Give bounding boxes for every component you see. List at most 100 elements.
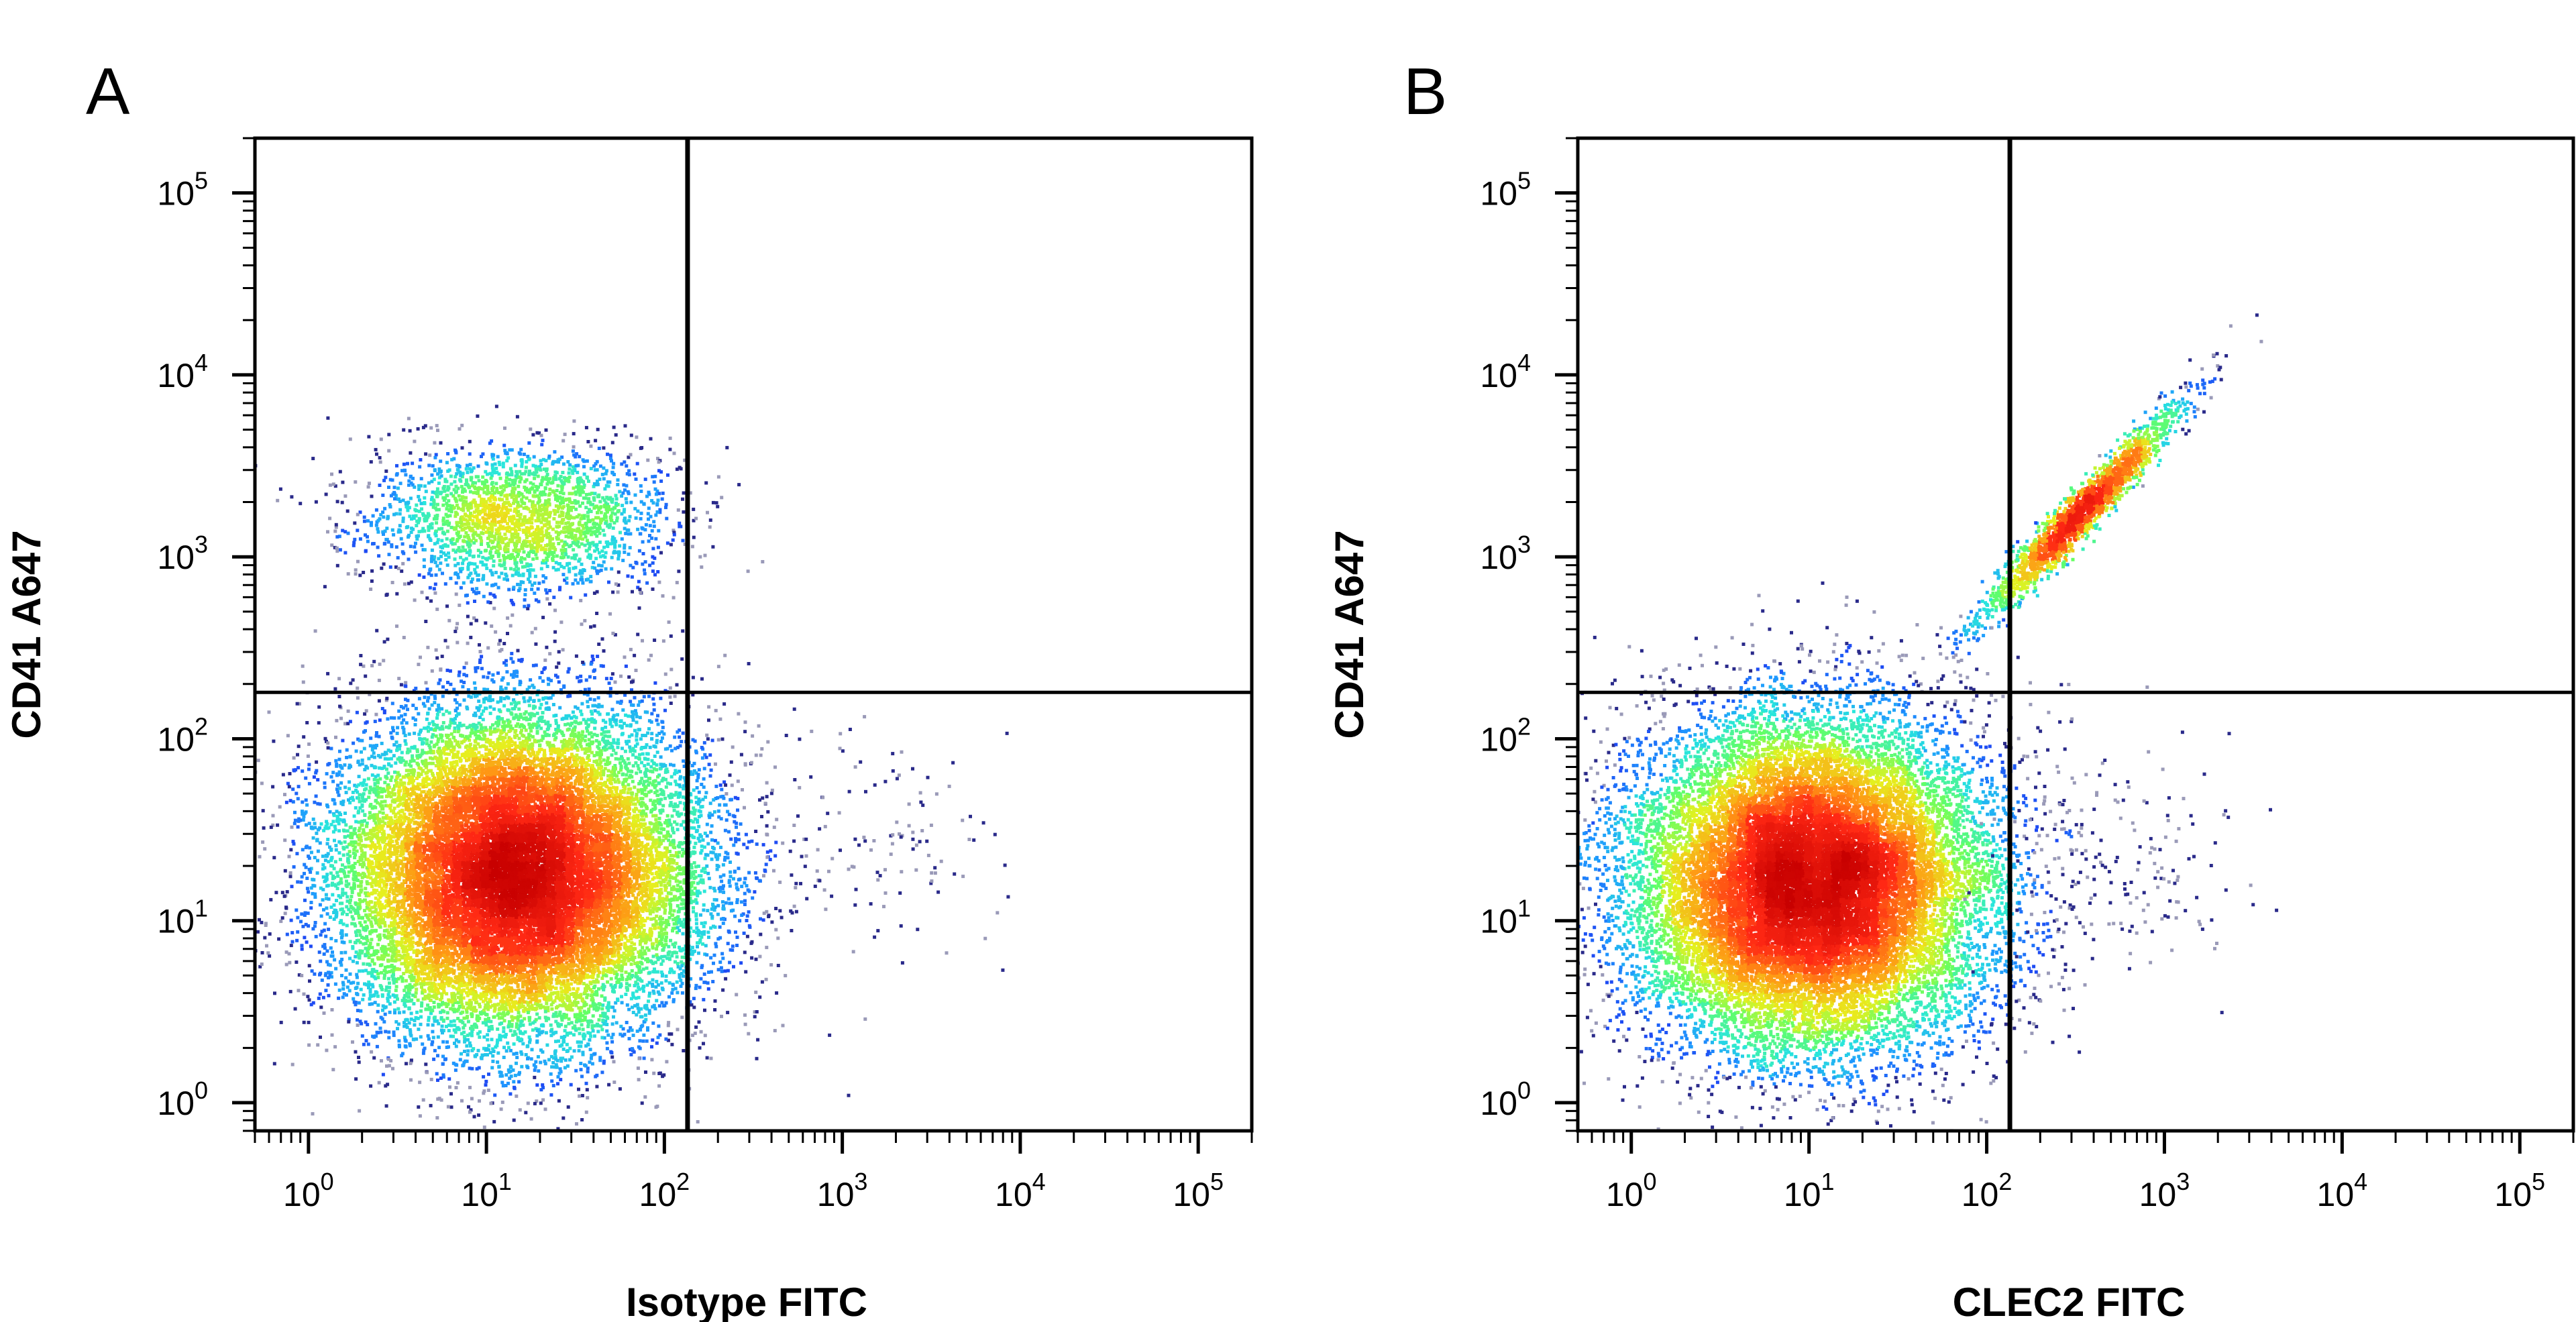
event-dot xyxy=(387,1030,390,1034)
event-dot xyxy=(268,954,271,958)
event-dot xyxy=(589,1035,592,1038)
event-dot xyxy=(482,718,485,721)
event-dot xyxy=(567,1105,570,1109)
event-dot xyxy=(439,1077,443,1080)
event-dot xyxy=(301,944,304,947)
event-dot xyxy=(530,1117,533,1121)
event-dot xyxy=(690,866,694,869)
event-dot xyxy=(437,704,440,707)
event-dot xyxy=(692,997,696,1000)
event-dot xyxy=(616,701,619,704)
event-dot xyxy=(775,991,778,995)
event-dot xyxy=(309,944,313,948)
event-dot xyxy=(337,997,340,1000)
event-dot xyxy=(307,767,311,771)
event-dot xyxy=(463,698,466,702)
event-dot xyxy=(405,742,408,746)
event-dot xyxy=(450,1105,453,1109)
event-dot xyxy=(706,823,709,826)
event-dot xyxy=(676,981,679,984)
event-dot xyxy=(398,1011,401,1014)
event-dot xyxy=(605,1041,608,1044)
event-dot xyxy=(452,736,455,739)
event-dot xyxy=(541,671,544,674)
event-dot xyxy=(410,1011,413,1015)
event-dot xyxy=(645,862,649,865)
event-dot xyxy=(610,1036,613,1040)
event-dot xyxy=(291,787,294,791)
event-dot xyxy=(676,955,679,958)
event-dot xyxy=(759,754,763,757)
event-dot xyxy=(315,795,318,798)
event-dot xyxy=(718,936,722,940)
event-dot xyxy=(620,995,623,998)
event-dot xyxy=(455,1086,458,1089)
event-dot xyxy=(343,812,347,815)
event-dot xyxy=(700,922,704,925)
event-dot xyxy=(572,1026,575,1030)
event-dot xyxy=(437,1046,441,1049)
event-dot xyxy=(758,995,761,999)
event-dot xyxy=(305,798,308,802)
event-dot xyxy=(534,643,537,646)
event-dot xyxy=(601,1003,604,1007)
event-dot xyxy=(435,1116,439,1119)
event-dot xyxy=(358,793,361,796)
event-dot xyxy=(261,951,264,954)
event-dot xyxy=(435,1072,439,1075)
event-dot xyxy=(566,670,570,673)
event-dot xyxy=(539,1061,542,1064)
event-dot xyxy=(288,772,292,775)
event-dot xyxy=(361,969,364,973)
event-dot xyxy=(404,739,407,742)
event-dot xyxy=(602,759,606,762)
event-dot xyxy=(348,957,352,960)
event-dot xyxy=(547,683,550,686)
event-dot xyxy=(536,712,539,715)
event-dot xyxy=(570,1083,573,1087)
event-dot xyxy=(289,875,292,878)
event-dot xyxy=(433,1049,437,1052)
event-dot xyxy=(437,1036,440,1039)
event-dot xyxy=(333,802,337,806)
event-dot xyxy=(557,661,560,665)
event-dot xyxy=(585,1082,588,1085)
event-dot xyxy=(564,1058,568,1062)
event-dot xyxy=(586,1096,589,1099)
event-dot xyxy=(512,1080,515,1083)
event-dot xyxy=(354,955,357,958)
event-dot xyxy=(528,704,531,707)
event-dot xyxy=(317,721,321,724)
event-dot xyxy=(593,1034,596,1038)
event-dot xyxy=(675,783,678,786)
event-dot xyxy=(720,788,723,791)
event-dot xyxy=(694,842,697,845)
event-dot xyxy=(805,855,808,858)
event-dot xyxy=(551,1061,555,1064)
event-dot xyxy=(411,936,415,940)
event-dot xyxy=(600,977,604,980)
event-dot xyxy=(376,1010,380,1013)
event-dot xyxy=(599,1014,602,1017)
event-dot xyxy=(635,771,638,775)
event-dot xyxy=(643,1056,646,1060)
event-dot xyxy=(709,802,712,805)
event-dot xyxy=(510,1015,513,1018)
event-dot xyxy=(743,899,747,903)
event-dot xyxy=(394,955,398,958)
event-dot xyxy=(710,858,714,861)
event-dot xyxy=(285,963,288,967)
event-dot xyxy=(737,867,741,870)
event-dot xyxy=(647,659,651,662)
event-dot xyxy=(753,890,756,893)
event-dot xyxy=(360,880,363,883)
event-dot xyxy=(757,724,761,728)
event-dot xyxy=(490,1066,494,1069)
event-dot xyxy=(739,877,742,881)
event-dot xyxy=(329,864,333,867)
event-dot xyxy=(586,705,590,708)
event-dot xyxy=(372,819,376,822)
event-dot xyxy=(390,716,393,720)
event-dot xyxy=(706,737,710,740)
event-dot xyxy=(359,1009,362,1013)
